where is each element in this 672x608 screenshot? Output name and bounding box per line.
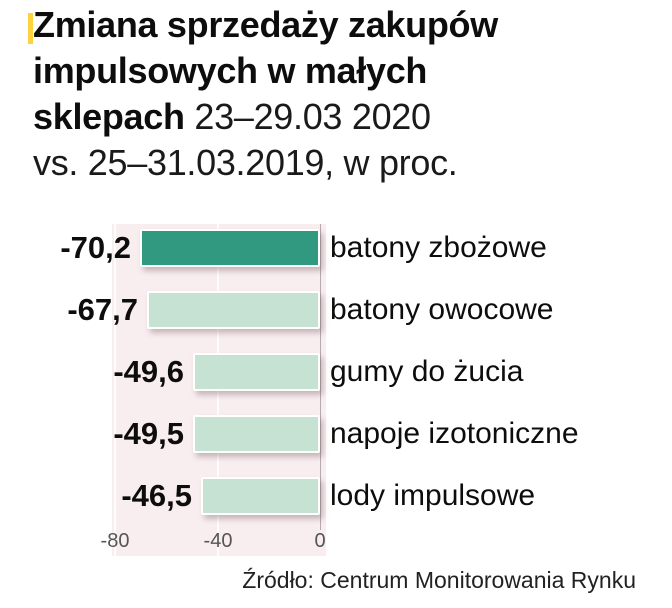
title-line-4: vs. 25–31.03.2019, w proc. [33,142,458,183]
title-line-3-bold: sklepach [33,96,185,137]
x-tick-minus80: -80 [100,530,130,552]
bar [193,353,320,391]
chart-title: Zmiana sprzedaży zakupów impulsowych w ma… [33,2,498,186]
bar-row: -67,7 batony owocowe [0,290,672,330]
source-note: Źródło: Centrum Monitorowania Rynku [242,567,636,593]
value-label: -49,6 [113,354,184,389]
bar-row: -49,5 napoje izotoniczne [0,414,672,454]
bar-row: -49,6 gumy do żucia [0,352,672,392]
bar-group: -49,6 [113,352,320,392]
category-label: batony owocowe [330,293,554,326]
gridline-minus80 [114,224,116,556]
bar-group: -67,7 [67,290,320,330]
value-label: -67,7 [67,292,138,327]
category-label: lody impulsowe [330,479,536,512]
x-tick-minus40: -40 [203,530,233,552]
zero-axis-line [320,224,321,530]
category-label: gumy do żucia [330,355,524,388]
value-label: -49,5 [113,416,184,451]
bar-group: -49,5 [113,414,320,454]
bar [147,291,320,329]
bar-group: -70,2 [60,228,320,268]
bar-row: -70,2 batony zbożowe [0,228,672,268]
title-line-1: Zmiana sprzedaży zakupów [33,4,498,45]
bar-group: -46,5 [121,476,320,516]
category-label: napoje izotoniczne [330,417,579,450]
bar-row: -46,5 lody impulsowe [0,476,672,516]
bar [193,415,320,453]
bar [201,477,320,515]
category-label: batony zbożowe [330,231,547,264]
value-label: -70,2 [60,230,131,265]
x-tick-zero: 0 [314,530,326,552]
title-line-3-period: 23–29.03 2020 [194,96,431,137]
bar [140,229,320,267]
title-line-2: impulsowych w małych [33,50,428,91]
value-label: -46,5 [121,478,192,513]
accent-bar [28,13,33,44]
